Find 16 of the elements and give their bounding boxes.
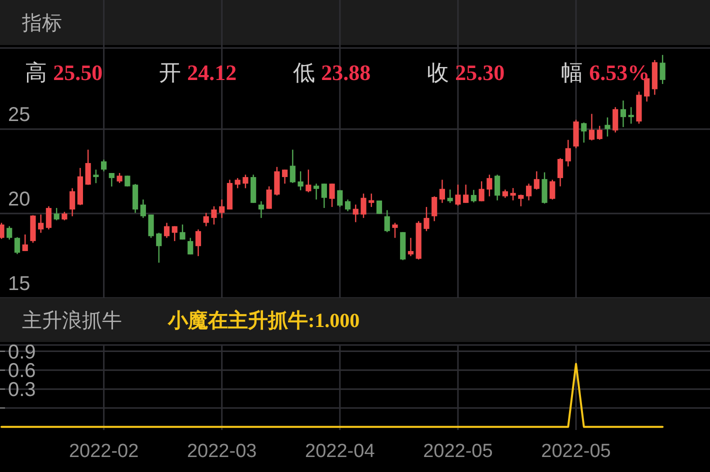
chart-title: 指标: [21, 12, 62, 34]
y-tick-label: 15: [8, 273, 30, 295]
annotation: 幅 6.53%: [561, 60, 650, 85]
y-tick-label: 20: [8, 188, 30, 211]
y-tick-label: 25: [8, 104, 30, 126]
annotation: 高 25.50: [25, 60, 103, 85]
x-tick-label: 2022-04: [305, 441, 376, 462]
annotation: 收 25.30: [427, 60, 505, 85]
chart-subtitle: 小魔在主升抓牛:1.000: [167, 309, 360, 332]
x-tick-label: 2022-05: [423, 441, 493, 462]
annotation: 开 24.12: [159, 60, 237, 85]
x-tick-label: 2022-05: [541, 441, 611, 462]
annotation: 低 23.88: [293, 60, 371, 85]
x-tick-label: 2022-03: [186, 441, 257, 462]
chart-title: 主升浪抓牛: [22, 309, 122, 332]
x-tick-label: 2022-02: [68, 441, 139, 462]
